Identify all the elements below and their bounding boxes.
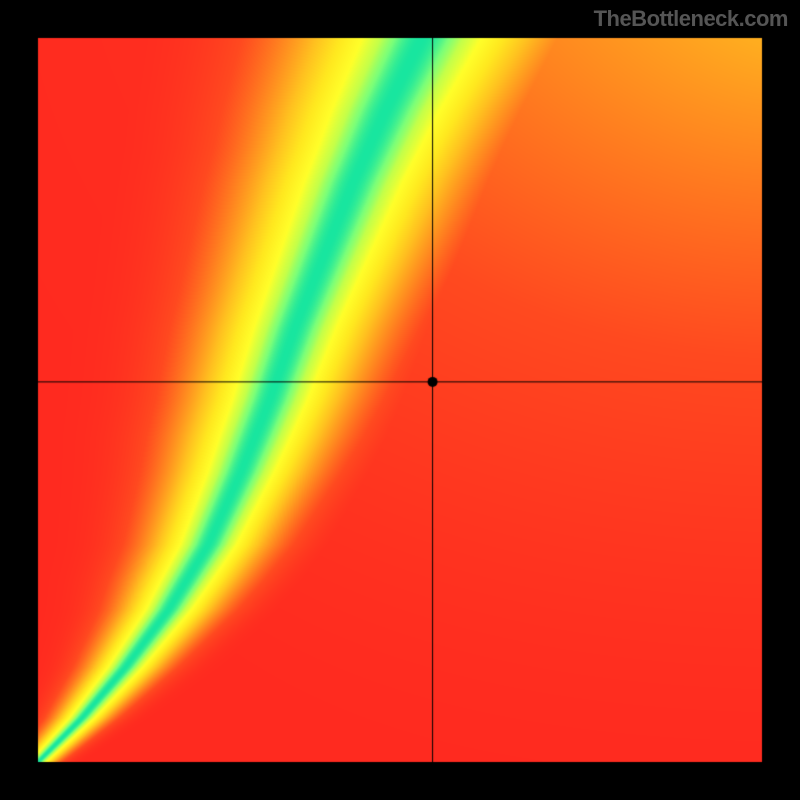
- chart-container: TheBottleneck.com: [0, 0, 800, 800]
- watermark-text: TheBottleneck.com: [594, 6, 788, 32]
- heatmap-canvas: [0, 0, 800, 800]
